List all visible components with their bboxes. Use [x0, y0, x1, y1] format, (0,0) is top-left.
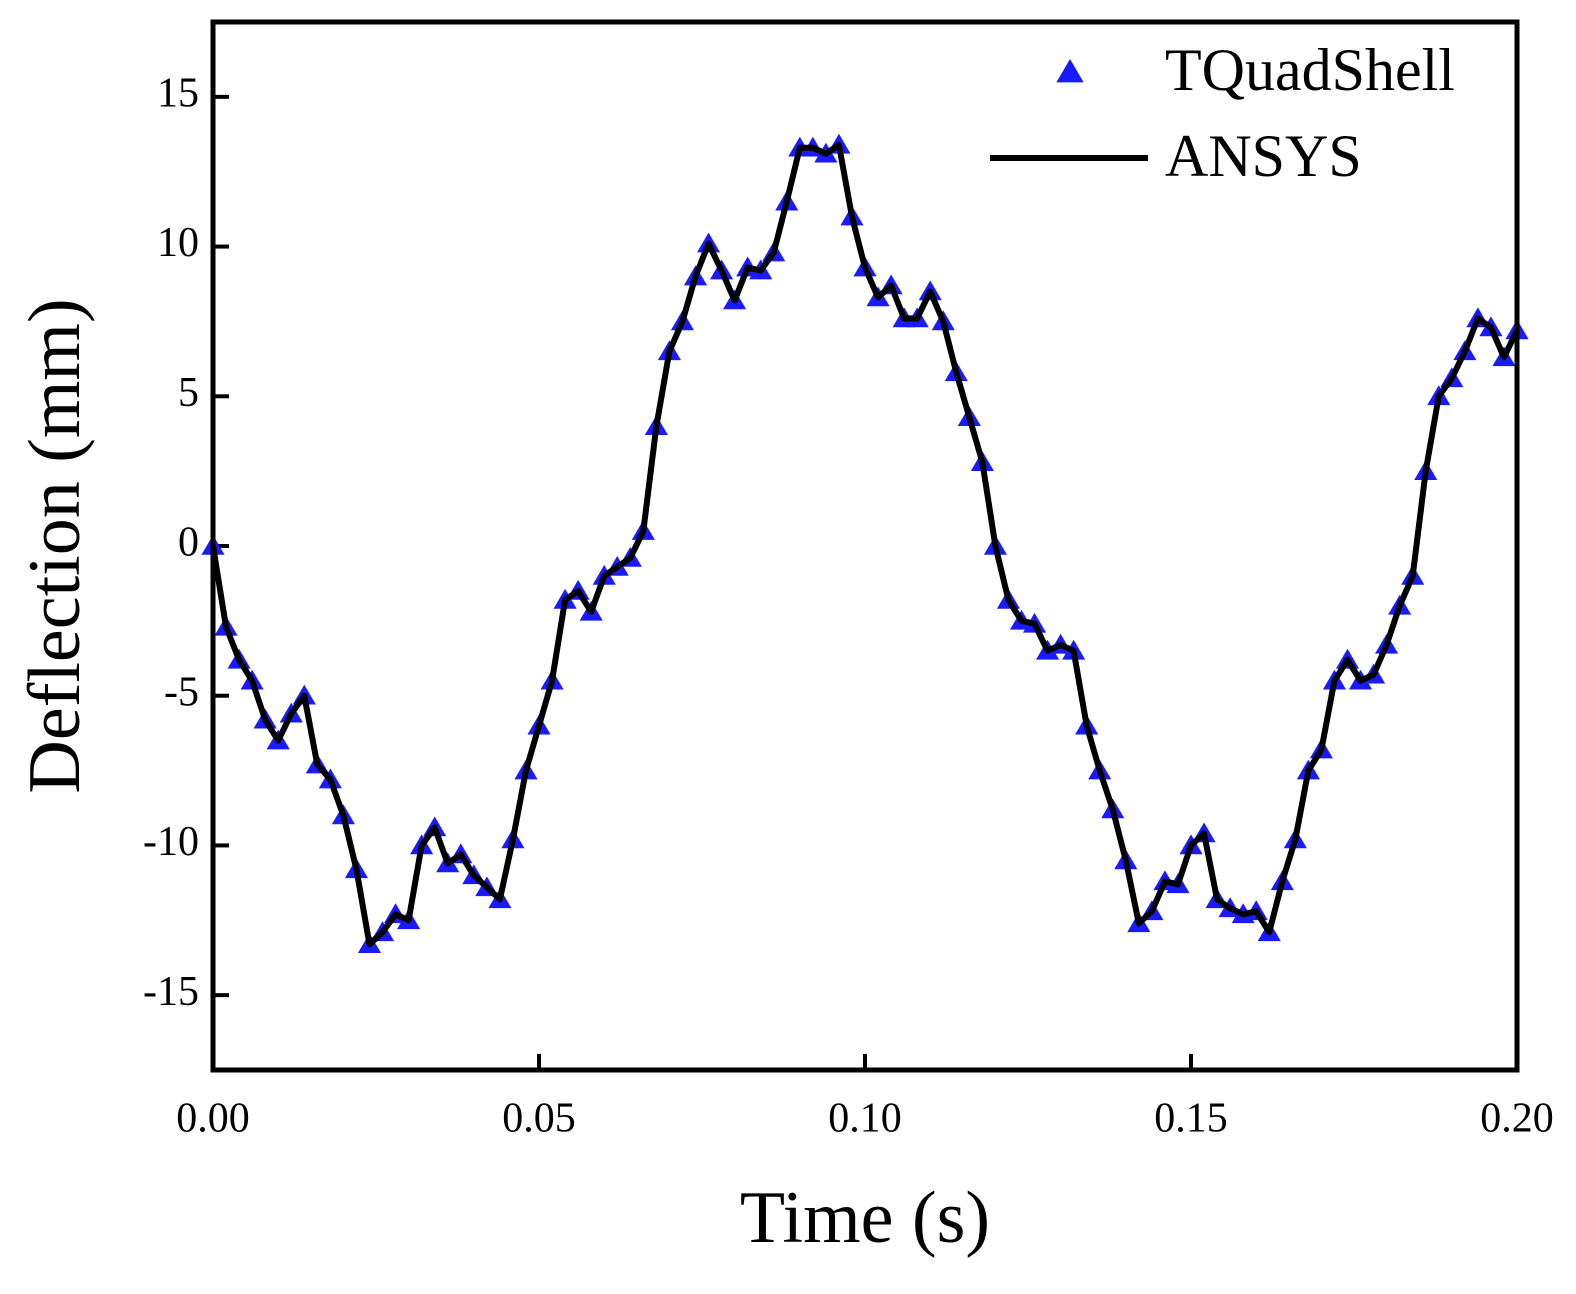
y-tick-label: -15: [143, 969, 199, 1015]
y-tick-label: 5: [178, 370, 199, 416]
x-tick-label: 0.20: [1480, 1096, 1554, 1142]
legend-label: TQuadShell: [1165, 37, 1455, 103]
y-tick-label: 15: [157, 70, 199, 116]
x-axis-title: Time (s): [740, 1177, 990, 1259]
x-tick-label: 0.00: [176, 1096, 250, 1142]
y-tick-label: 0: [178, 520, 199, 566]
y-axis-title: Deflection (mm): [14, 298, 96, 793]
x-tick-label: 0.15: [1154, 1096, 1228, 1142]
legend-marker: [1056, 59, 1084, 83]
line-series: [210, 141, 1520, 948]
y-tick-label: -5: [164, 669, 199, 715]
y-tick-label: 10: [157, 220, 199, 266]
legend-label: ANSYS: [1165, 123, 1362, 189]
x-tick-label: 0.05: [502, 1096, 576, 1142]
y-tick-label: -10: [143, 819, 199, 865]
x-tick-label: 0.10: [828, 1096, 902, 1142]
plot-frame: [210, 19, 1520, 1073]
